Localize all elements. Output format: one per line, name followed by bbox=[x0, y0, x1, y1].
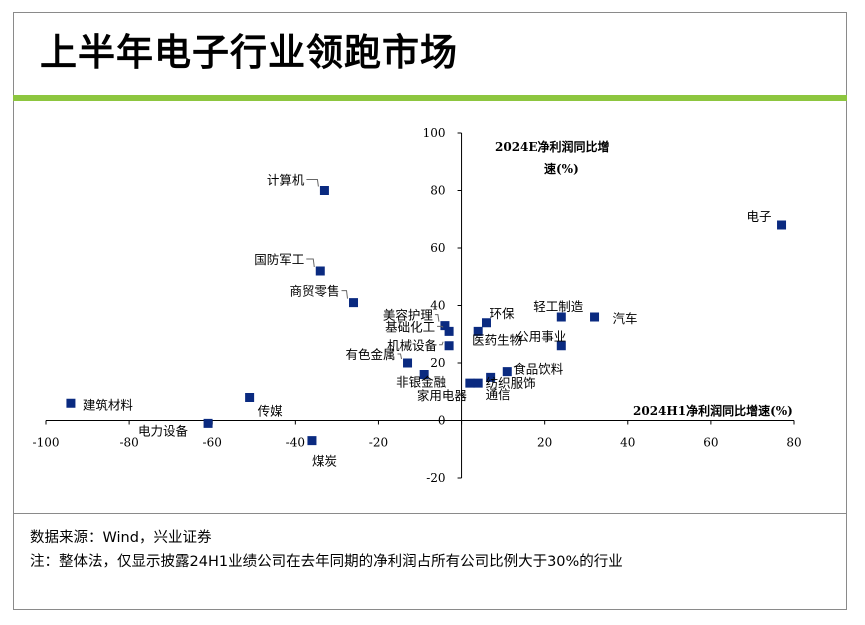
y-tick-label: 40 bbox=[430, 299, 445, 313]
data-point bbox=[349, 298, 359, 308]
y-tick-label: 20 bbox=[430, 356, 445, 370]
x-axis-title: 2024H1净利润同比增速(%) bbox=[633, 403, 793, 418]
data-point bbox=[319, 186, 329, 195]
data-point bbox=[315, 266, 325, 276]
slide-frame bbox=[13, 12, 847, 610]
data-point bbox=[66, 398, 76, 408]
x-tick-label: 60 bbox=[703, 436, 718, 450]
axes bbox=[45, 132, 795, 479]
data-point bbox=[444, 326, 454, 336]
label-leader-line bbox=[397, 353, 403, 360]
slide-title: 上半年电子行业领跑市场 bbox=[40, 31, 458, 74]
data-point bbox=[556, 341, 566, 351]
point-label: 美容护理 bbox=[383, 308, 434, 323]
point-label: 家用电器 bbox=[417, 388, 468, 403]
point-label: 传媒 bbox=[258, 404, 284, 419]
footer-divider bbox=[13, 513, 847, 514]
x-tick-label: -20 bbox=[369, 436, 388, 450]
point-label: 公用事业 bbox=[516, 329, 566, 344]
data-point bbox=[245, 393, 255, 402]
point-label: 商贸零售 bbox=[289, 284, 339, 299]
y-tick-label: 100 bbox=[423, 126, 446, 140]
point-label: 纺织服饰 bbox=[486, 375, 536, 390]
data-point bbox=[203, 418, 213, 428]
data-point bbox=[444, 341, 454, 351]
point-label: 医药生物 bbox=[472, 332, 522, 347]
point-label: 基础化工 bbox=[385, 319, 435, 334]
point-label: 建筑材料 bbox=[83, 397, 134, 412]
data-point bbox=[440, 321, 450, 331]
point-label: 机械设备 bbox=[387, 338, 438, 353]
data-point bbox=[590, 312, 600, 322]
data-point bbox=[307, 436, 317, 446]
note-text: 注：整体法，仅显示披露24H1业绩公司在去年同期的净利润占所有公司比例大于30%… bbox=[30, 554, 623, 570]
y-axis-title-line1: 2024E净利润同比增 bbox=[495, 139, 610, 154]
data-point bbox=[777, 220, 787, 230]
label-leader-line bbox=[341, 290, 349, 299]
point-label: 电子 bbox=[747, 209, 772, 224]
data-point bbox=[473, 378, 483, 388]
y-tick-label: 0 bbox=[438, 414, 446, 428]
data-point bbox=[473, 326, 483, 336]
x-tick-label: -80 bbox=[119, 436, 138, 450]
x-tick-label: 20 bbox=[537, 436, 552, 450]
y-tick-label: 80 bbox=[430, 184, 445, 198]
point-label: 国防军工 bbox=[254, 252, 304, 267]
point-label: 电力设备 bbox=[138, 423, 189, 438]
point-label: 食品饮料 bbox=[513, 362, 564, 377]
tick-labels: -100 -80 -60 -40 -20 20 40 60 80 -20 0 20 40 60 80 100 bbox=[33, 126, 802, 485]
label-leader-line bbox=[437, 325, 444, 328]
point-label: 轻工制造 bbox=[533, 299, 584, 314]
y-tick-label: -20 bbox=[426, 471, 445, 485]
data-point bbox=[502, 367, 512, 377]
point-label: 非银金融 bbox=[396, 375, 447, 390]
point-label: 计算机 bbox=[267, 173, 305, 188]
data-points bbox=[66, 186, 787, 446]
data-point bbox=[556, 312, 566, 322]
point-label: 汽车 bbox=[613, 311, 638, 326]
data-point bbox=[465, 378, 475, 388]
point-label: 煤炭 bbox=[312, 454, 337, 469]
label-leader-line bbox=[439, 341, 444, 346]
label-leader-line bbox=[306, 179, 319, 187]
source-text: 数据来源：Wind，兴业证券 bbox=[30, 530, 212, 546]
data-point bbox=[486, 372, 496, 382]
y-tick-label: 60 bbox=[430, 241, 445, 255]
x-tick-label: 40 bbox=[620, 436, 635, 450]
point-label: 环保 bbox=[489, 306, 515, 321]
x-tick-label: -100 bbox=[33, 436, 60, 450]
x-tick-label: 80 bbox=[786, 436, 801, 450]
y-axis-title-line2: 速(%) bbox=[544, 161, 579, 176]
x-tick-label: -40 bbox=[286, 436, 305, 450]
label-leader-line bbox=[434, 314, 440, 322]
data-point bbox=[481, 318, 491, 328]
accent-bar bbox=[13, 95, 847, 101]
data-point bbox=[403, 358, 413, 368]
x-tick-label: -60 bbox=[203, 436, 222, 450]
data-point bbox=[419, 370, 429, 379]
label-leader-line bbox=[306, 258, 315, 268]
point-label: 有色金属 bbox=[346, 347, 396, 362]
point-label: 通信 bbox=[486, 387, 511, 402]
